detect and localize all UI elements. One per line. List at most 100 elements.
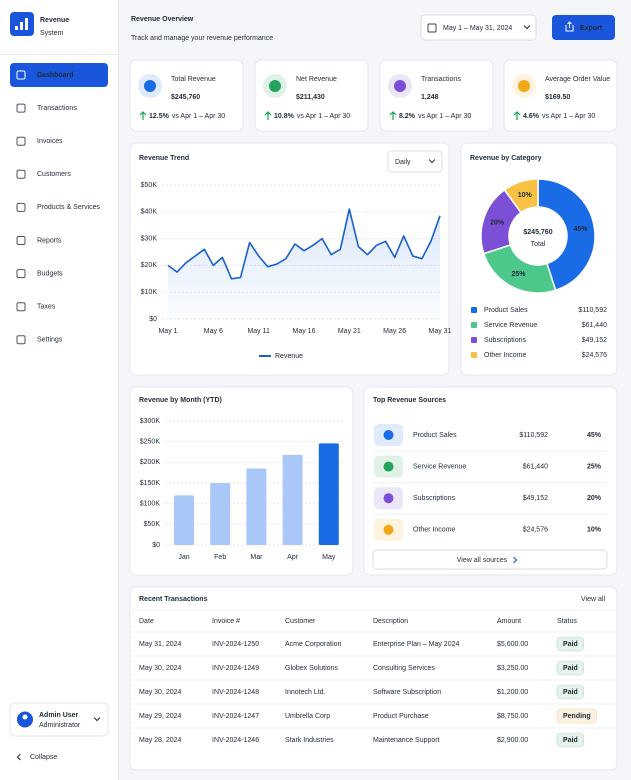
slice-label: 25% bbox=[511, 271, 526, 278]
nav-item[interactable]: Invoices bbox=[37, 138, 63, 145]
kpi-label: Total Revenue bbox=[171, 76, 216, 83]
bar bbox=[282, 454, 303, 545]
user-name: Admin User bbox=[39, 712, 79, 719]
legend-amount: $61,440 bbox=[582, 322, 607, 329]
logo-bar bbox=[15, 26, 18, 30]
card bbox=[363, 386, 618, 576]
date-range: May 1 – May 31, 2024 bbox=[443, 25, 512, 32]
up-arrow bbox=[389, 111, 397, 120]
nav-item[interactable]: Settings bbox=[37, 337, 63, 344]
x-tick-label: May 26 bbox=[383, 328, 406, 335]
bar bbox=[318, 443, 339, 545]
nav-active bbox=[10, 63, 108, 87]
kpi-comparison: vs Apr 1 – Apr 30 bbox=[542, 113, 595, 120]
logo-bar bbox=[25, 18, 28, 30]
nav-icon bbox=[16, 335, 26, 345]
x-tick-label: Feb bbox=[214, 554, 226, 561]
view-all-button[interactable] bbox=[372, 549, 608, 570]
bar bbox=[210, 483, 231, 545]
status-badge bbox=[556, 708, 597, 724]
kpi-card bbox=[129, 59, 244, 132]
status-badge bbox=[556, 636, 585, 652]
y-tick-label: $10K bbox=[141, 289, 158, 296]
area bbox=[168, 209, 440, 319]
chevron bbox=[16, 753, 21, 761]
brand-name: Revenue bbox=[40, 17, 69, 24]
x-tick-label: May bbox=[322, 554, 336, 561]
source-share: 10% bbox=[587, 527, 602, 534]
table-cell: Stark Industries bbox=[285, 737, 334, 744]
status-label: Paid bbox=[563, 689, 578, 696]
kpi-icon bbox=[144, 80, 156, 92]
kpi-value: 1,248 bbox=[421, 94, 439, 101]
source-name: Other Income bbox=[413, 527, 456, 534]
invoice-link: INV-2024-1246 bbox=[212, 737, 259, 744]
source-amount: $110,592 bbox=[519, 432, 548, 439]
nav-item[interactable]: Reports bbox=[37, 237, 62, 244]
brand-name: System bbox=[40, 30, 64, 37]
nav-item[interactable]: Customers bbox=[37, 171, 71, 178]
table-cell: May 31, 2024 bbox=[139, 641, 182, 648]
invoice-link: INV-2024-1247 bbox=[212, 713, 259, 720]
source-name: Product Sales bbox=[413, 432, 457, 439]
table-cell: Software Subscription bbox=[373, 689, 441, 696]
kpi-change: 10.8% bbox=[274, 113, 295, 120]
collapse[interactable]: Collapse bbox=[30, 754, 57, 761]
donut-slice bbox=[503, 178, 539, 214]
nav-item[interactable]: Budgets bbox=[37, 270, 63, 277]
sidebar bbox=[0, 0, 118, 780]
legend-label: Service Revenue bbox=[484, 322, 537, 329]
table-cell: Innotech Ltd. bbox=[285, 689, 326, 696]
kpi-value: $169.50 bbox=[545, 94, 570, 101]
invoice-link: INV-2024-1248 bbox=[212, 689, 259, 696]
legend-amount: $24,576 bbox=[582, 352, 607, 359]
table-cell: $2,900.00 bbox=[497, 737, 528, 744]
view-all-link[interactable]: View all bbox=[581, 596, 605, 603]
kpi-comparison: vs Apr 1 – Apr 30 bbox=[297, 113, 350, 120]
page-title: Revenue Overview bbox=[131, 16, 194, 23]
x-tick-label: Mar bbox=[250, 554, 263, 561]
x-tick-label: May 16 bbox=[293, 328, 316, 335]
x-tick-label: May 21 bbox=[338, 328, 361, 335]
card-title: Top Revenue Sources bbox=[373, 397, 446, 404]
nav-icon bbox=[16, 302, 26, 312]
nav-icon bbox=[16, 236, 26, 245]
source-icon bbox=[383, 430, 394, 440]
source-icon bbox=[383, 524, 394, 535]
date-picker[interactable] bbox=[420, 14, 537, 41]
export-label: Export bbox=[580, 25, 603, 32]
kpi-value: $245,760 bbox=[171, 94, 200, 101]
kpi-value: $211,430 bbox=[296, 94, 325, 101]
invoice-link: INV-2024-1250 bbox=[212, 641, 259, 648]
nav-item[interactable]: Dashboard bbox=[37, 72, 74, 79]
kpi-icon bbox=[269, 80, 281, 92]
status-label: Paid bbox=[563, 641, 578, 648]
table-cell: Umbrella Corp bbox=[285, 713, 330, 720]
user-role: Administrator bbox=[39, 722, 81, 729]
source-amount: $61,440 bbox=[523, 463, 548, 470]
nav-item[interactable]: Products & Services bbox=[37, 204, 101, 211]
bar bbox=[246, 468, 267, 545]
user-card[interactable] bbox=[9, 702, 109, 737]
nav-item[interactable]: Transactions bbox=[37, 105, 77, 112]
x-tick-label: May 1 bbox=[158, 328, 177, 335]
kpi-label: Net Revenue bbox=[296, 76, 337, 83]
status-badge bbox=[556, 660, 585, 676]
source-icon bbox=[383, 493, 394, 504]
donut-slice bbox=[537, 178, 596, 292]
export-button[interactable] bbox=[552, 15, 615, 40]
y-tick-label: $40K bbox=[141, 209, 158, 216]
legend-amount: $110,592 bbox=[578, 307, 607, 314]
slice-label: 20% bbox=[490, 220, 505, 227]
invoice-link: INV-2024-1249 bbox=[212, 665, 259, 672]
legend-label: Revenue bbox=[275, 353, 303, 360]
nav-item[interactable]: Taxes bbox=[37, 304, 56, 311]
column-header: Customer bbox=[285, 618, 316, 625]
y-tick-label: $20K bbox=[141, 262, 158, 269]
status-label: Pending bbox=[563, 713, 591, 720]
period-select[interactable] bbox=[387, 150, 443, 173]
table-cell: Acme Corporation bbox=[285, 641, 342, 648]
card-title: Recent Transactions bbox=[139, 596, 208, 603]
column-header: Status bbox=[557, 618, 577, 625]
